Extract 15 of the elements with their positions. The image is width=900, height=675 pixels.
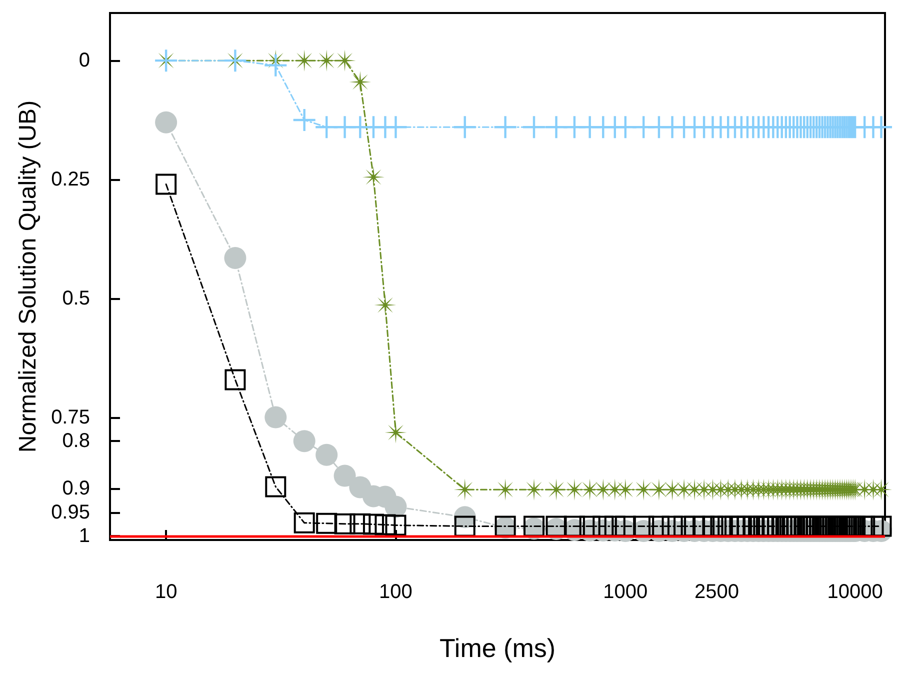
y-tick-label: 0.25 (51, 168, 90, 190)
y-axis-title: Normalized Solution Quality (UB) (14, 100, 42, 453)
y-tick-label: 0.5 (62, 287, 90, 310)
y-tick-label: 0.75 (51, 406, 90, 428)
x-tick-label: 2500 (694, 581, 740, 603)
y-tick-label: 0 (78, 50, 90, 72)
x-tick-label: 1000 (603, 581, 648, 603)
y-tick-label: 0.95 (51, 501, 90, 524)
x-axis-title: Time (ms) (439, 633, 556, 663)
y-tick-label: 0.8 (62, 430, 90, 452)
x-tick-label: 10000 (827, 581, 883, 603)
y-tick-label: 1 (78, 525, 90, 548)
y-tick-label: 0.9 (62, 478, 90, 500)
x-tick-label: 100 (379, 581, 412, 603)
x-tick-label: 10 (154, 581, 178, 603)
